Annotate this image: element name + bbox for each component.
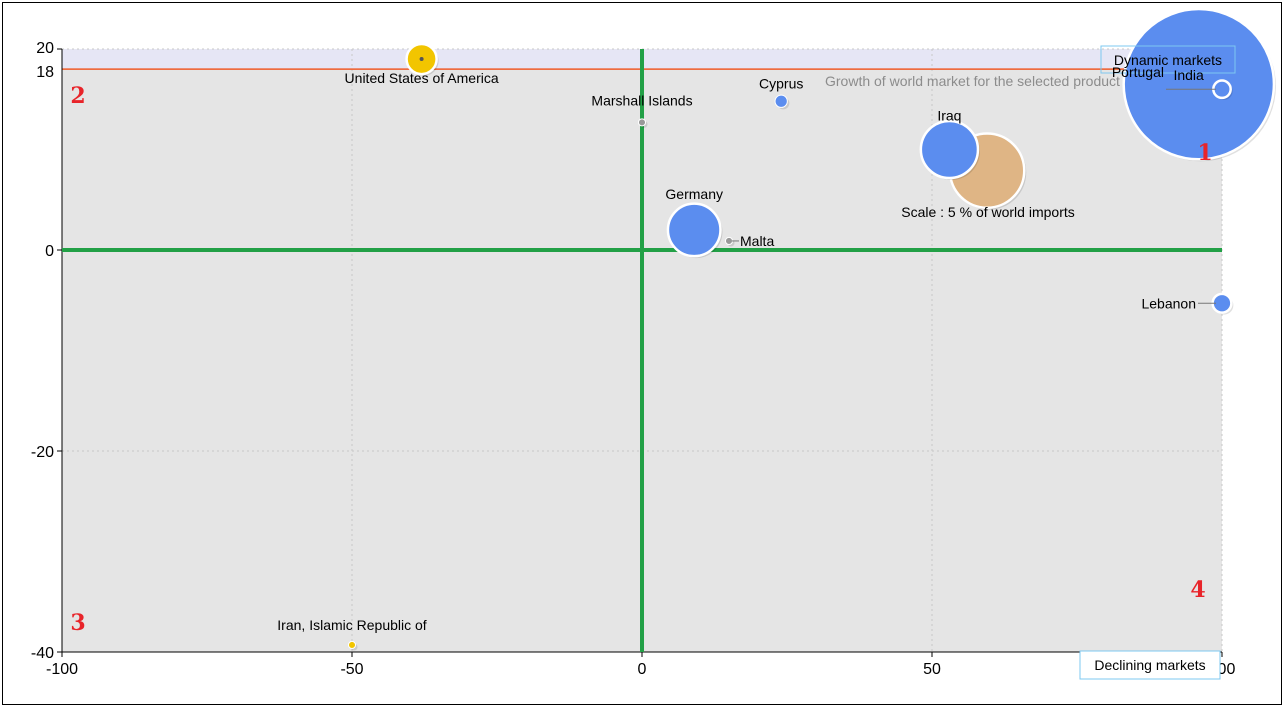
y-tick-label: -20	[31, 444, 54, 461]
quadrant-label-3: 3	[70, 610, 85, 636]
y-tick-label: -40	[31, 645, 54, 662]
united-states-of-americalabel: United States of America	[345, 70, 499, 86]
iran-islamic-republic-of-bubble[interactable]	[348, 641, 355, 648]
y-tick-label: 0	[45, 243, 54, 260]
marshall-islands-bubble[interactable]	[638, 119, 645, 126]
cypruslabel: Cyprus	[759, 75, 803, 91]
world-growth-caption: Growth of world market for the selected …	[825, 73, 1120, 89]
iran-islamic-republic-oflabel: Iran, Islamic Republic of	[277, 617, 427, 633]
germany-bubble[interactable]	[668, 204, 721, 257]
marshall-islandslabel: Marshall Islands	[591, 92, 692, 108]
scale-note-label: Scale : 5 % of world imports	[901, 204, 1075, 220]
declining-markets-label: Declining markets	[1094, 657, 1205, 673]
quadrant-label-1: 1	[1197, 140, 1212, 166]
dynamic-markets-label: Dynamic markets	[1114, 52, 1222, 68]
x-tick-label: -100	[46, 661, 78, 678]
maltalabel: Malta	[740, 233, 774, 249]
quadrant-label-2: 2	[70, 83, 85, 109]
cyprus-bubble[interactable]	[775, 95, 787, 107]
quadrant-label-4: 4	[1190, 577, 1205, 603]
x-tick-label: 50	[923, 661, 941, 678]
united-states-of-america-bubble-center	[420, 57, 424, 61]
iraqlabel: Iraq	[937, 108, 961, 124]
iraq-bubble[interactable]	[921, 121, 978, 178]
lebanonlabel: Lebanon	[1141, 295, 1196, 311]
germanylabel: Germany	[665, 186, 723, 202]
x-tick-label: 0	[638, 661, 647, 678]
malta-bubble[interactable]	[725, 237, 732, 244]
world-growth-value-label: 18	[36, 64, 54, 81]
x-tick-label: -50	[340, 661, 363, 678]
y-tick-label: 20	[36, 40, 54, 57]
indialabel: India	[1173, 67, 1204, 83]
india-bubble[interactable]	[1124, 9, 1274, 159]
